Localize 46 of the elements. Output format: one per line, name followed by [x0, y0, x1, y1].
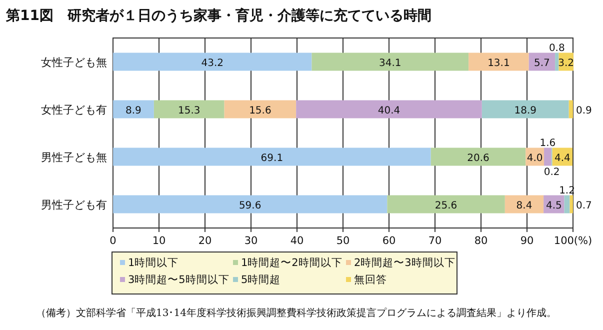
- legend-label: 無回答: [354, 274, 387, 286]
- legend-label: 1時間超〜2時間以下: [241, 256, 342, 269]
- legend-label: 2時間超〜3時間以下: [354, 256, 456, 269]
- data-label: 0.2: [544, 166, 560, 178]
- data-label: 69.1: [260, 152, 284, 164]
- legend-label: 3時間超〜5時間以下: [128, 273, 230, 286]
- x-tick-label: 40: [290, 235, 304, 247]
- chart-title: 第11図 研究者が１日のうち家事・育児・介護等に充てている時間: [5, 7, 432, 24]
- data-label: 18.9: [514, 105, 537, 116]
- x-tick-label: 20: [198, 235, 212, 247]
- x-tick-label: 80: [474, 235, 488, 247]
- legend-label: 1時間以下: [128, 256, 179, 269]
- data-label: 25.6: [434, 200, 458, 212]
- data-label: 4.0: [526, 152, 543, 164]
- y-tick-label: 男性子ども有: [41, 198, 107, 212]
- x-tick-label: 0: [110, 235, 116, 247]
- text: （備考）文部科学省「平成13･14年度科学技術振興調整費科学技術政策提言プログラムによる調査結果」より作成。: [36, 307, 556, 319]
- data-label: 59.6: [238, 200, 262, 212]
- x-tick-label: 50: [336, 235, 350, 247]
- x-tick-label: 90: [520, 235, 534, 247]
- data-label: 8.4: [516, 200, 532, 212]
- data-label: 15.6: [249, 105, 272, 116]
- data-label: 0.9: [576, 105, 592, 116]
- data-label: 0.7: [576, 200, 592, 212]
- data-label: 34.1: [379, 58, 402, 69]
- data-label: 1.6: [540, 138, 556, 149]
- x-tick-label: 100(%): [554, 235, 592, 247]
- data-label: 4.5: [546, 200, 562, 212]
- x-tick-label: 70: [428, 235, 442, 247]
- legend-label: 5時間超: [241, 273, 281, 286]
- data-label: 40.4: [378, 105, 400, 116]
- data-label: 3.2: [558, 58, 574, 69]
- data-label: 5.7: [534, 58, 550, 69]
- data-label: 15.3: [178, 105, 200, 116]
- data-label: 13.1: [488, 58, 510, 69]
- y-tick-label: 女性子ども無: [41, 56, 107, 69]
- y-tick-label: 女性子ども有: [41, 103, 107, 116]
- data-label: 20.6: [467, 152, 490, 164]
- x-tick-label: 10: [152, 235, 166, 247]
- x-tick-label: 30: [244, 235, 258, 247]
- y-tick-label: 男性子ども無: [41, 150, 107, 164]
- data-label: 4.4: [554, 152, 570, 164]
- data-label: 8.9: [126, 105, 142, 116]
- data-label: 43.2: [201, 58, 224, 69]
- data-label: 0.8: [548, 42, 565, 54]
- x-tick-label: 60: [382, 235, 396, 247]
